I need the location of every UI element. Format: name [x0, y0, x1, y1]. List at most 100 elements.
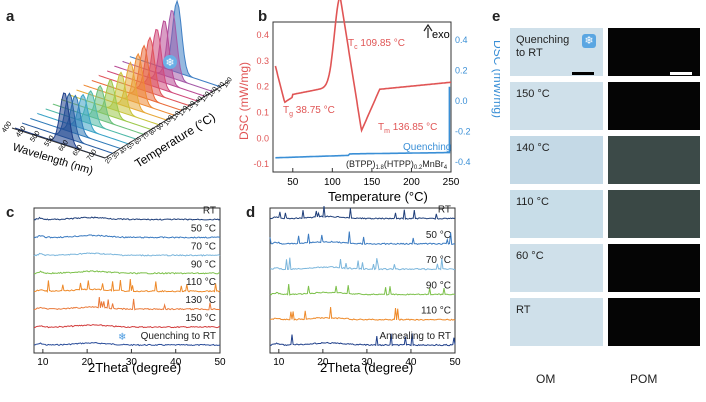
xrd-x-tick-label: 30 [126, 357, 138, 368]
xrd-trace-label: RT [203, 206, 216, 217]
xrd-x-tick-label: 50 [214, 357, 226, 368]
xrd-trace [269, 206, 456, 220]
xrd-x-tick-label: 30 [361, 357, 373, 368]
snowflake-icon: ❄ [163, 55, 177, 69]
temperature-tick-label: 180 [222, 76, 234, 89]
om-image-tile: 60 °C [510, 244, 603, 292]
dsc-quenching-curve [275, 86, 451, 159]
temperature-tick-label: 25 [104, 155, 114, 165]
om-tile-label: 140 °C [516, 142, 550, 154]
xrd-c-x-axis-title: 2Theta (degree) [88, 360, 181, 375]
temperature-tick-label: 90 [156, 122, 166, 132]
xrd-x-tick-label: 10 [273, 357, 285, 368]
exo-label: exo [432, 29, 450, 41]
dsc-left-tick-label: 0.4 [256, 30, 269, 40]
dsc-left-tick-label: -0.1 [253, 159, 269, 169]
om-image-tile: 110 °C [510, 190, 603, 238]
xrd-trace [269, 231, 456, 246]
panel-a-label: a [6, 8, 15, 25]
xrd-trace [33, 234, 221, 239]
xrd-x-tick-label: 40 [405, 357, 417, 368]
xrd-trace [34, 341, 221, 347]
pom-image-tile [608, 190, 700, 238]
snowflake-icon: ❄ [118, 332, 126, 343]
scale-bar [670, 72, 692, 75]
xrd-trace-label: Annealing to RT [379, 331, 451, 342]
dsc-right-tick-label: -0.2 [455, 127, 471, 137]
panel-a-3d-spectra: 400 450 500 550 600 650 700 253545556575809010… [1, 0, 234, 177]
xrd-trace-label: Quenching to RT [141, 331, 216, 342]
om-tile-label: 150 °C [516, 88, 550, 100]
om-image-tile: 140 °C [510, 136, 603, 184]
panel-d-label: d [246, 204, 256, 221]
xrd-trace [33, 279, 221, 293]
panel-d-xrd-chart: Annealing to RT 110 °C 90 °C 70 °C 50 °C RT 1… [269, 205, 461, 375]
temperature-tick-label: 65 [133, 136, 143, 146]
quenching-label: Quenching [403, 142, 451, 153]
tm-annotation: Tm 136.85 °C [378, 122, 437, 135]
panel-a: a 400 450 500 550 600 650 700 25 35 45 55 65 75 80 90… [0, 0, 240, 200]
pom-image-tile [608, 136, 700, 184]
xrd-trace-label: 110 °C [186, 277, 216, 288]
xrd-trace [33, 252, 221, 257]
panel-e: e Quenching to RT ❄ 150 °C 140 °C 110 °C 60 °… [490, 0, 706, 402]
wavelength-tick-label: 400 [1, 120, 13, 134]
om-image-tile: Quenching to RT ❄ [510, 28, 603, 76]
xrd-trace [269, 283, 456, 296]
pom-image-tile [608, 82, 700, 130]
dsc-right-tick-label: 0.0 [455, 96, 468, 106]
xrd-trace [269, 333, 456, 347]
om-tile-label: RT [516, 304, 531, 316]
panel-c-label: c [6, 204, 15, 221]
dsc-x-tick-label: 50 [287, 177, 299, 188]
xrd-trace [33, 216, 221, 221]
dsc-right-tick-label: -0.4 [455, 157, 471, 167]
om-tile-label: 110 °C [516, 196, 549, 208]
dsc-right-axis-title: DSC (mW/mg) [491, 40, 500, 118]
xrd-trace-label: 70 °C [426, 255, 451, 266]
om-image-tile: RT [510, 298, 603, 346]
xrd-trace-label: 110 °C [421, 306, 451, 317]
om-column-label: OM [536, 372, 556, 386]
xrd-trace-label: 50 °C [191, 223, 216, 234]
dsc-left-tick-label: 0.2 [256, 82, 269, 92]
xrd-trace [33, 296, 221, 311]
dsc-right-tick-label: 0.2 [455, 66, 468, 76]
pom-image-tile [608, 28, 700, 76]
scale-bar [572, 72, 594, 75]
panel-c: c Quenching to RT ❄ 150 °C 130 °C 110 °C 90 °… [0, 200, 240, 402]
temperature-tick-label: 35 [111, 150, 121, 160]
dsc-x-tick-label: 100 [324, 177, 341, 188]
dsc-left-axis-title: DSC (mW/mg) [238, 62, 251, 140]
exo-indicator: exo [423, 23, 450, 41]
dsc-heating-curve [274, 0, 451, 134]
panel-e-label: e [492, 8, 501, 25]
xrd-x-tick-label: 40 [170, 357, 182, 368]
tg-annotation: Tg 38.75 °C [283, 105, 335, 118]
xrd-trace-label: 150 °C [185, 313, 216, 324]
dsc-x-tick-label: 150 [364, 177, 381, 188]
dsc-left-tick-label: 0.3 [256, 56, 269, 66]
temperature-axis [104, 81, 229, 159]
dsc-x-axis-title: Temperature (°C) [328, 189, 428, 204]
spectrum-ridge [36, 93, 130, 145]
pom-column-label: POM [630, 372, 658, 386]
xrd-x-tick-label: 50 [449, 357, 461, 368]
om-image-tile: 150 °C [510, 82, 603, 130]
xrd-trace [33, 324, 221, 329]
temperature-tick-label: 55 [126, 141, 136, 151]
panel-c-xrd-chart: Quenching to RT ❄ 150 °C 130 °C 110 °C 90 °C 7… [33, 206, 226, 375]
xrd-trace [33, 270, 221, 275]
xrd-d-x-axis-title: 2Theta (degree) [320, 360, 413, 375]
compound-formula: (BTPP)1.8(HTPP)0.2MnBr4 [346, 159, 448, 171]
dsc-x-tick-label: 250 [443, 177, 460, 188]
xrd-trace-label: 90 °C [191, 259, 216, 270]
xrd-trace [269, 307, 456, 321]
panel-b-dsc-chart: 50 100 150 200 250 0.4 0.3 0.2 0.1 0.0 -0.1 0.4 0.… [238, 0, 500, 204]
xrd-trace-label: 50 °C [426, 230, 451, 241]
temperature-tick-label: 80 [148, 126, 158, 136]
dsc-left-tick-label: 0.0 [256, 133, 269, 143]
xrd-trace [269, 257, 456, 271]
xrd-trace-label: 90 °C [426, 280, 451, 291]
panel-b: b 50 100 150 200 250 0.4 0.3 0.2 0.1 0.0 -0.1 0.4… [238, 0, 500, 205]
